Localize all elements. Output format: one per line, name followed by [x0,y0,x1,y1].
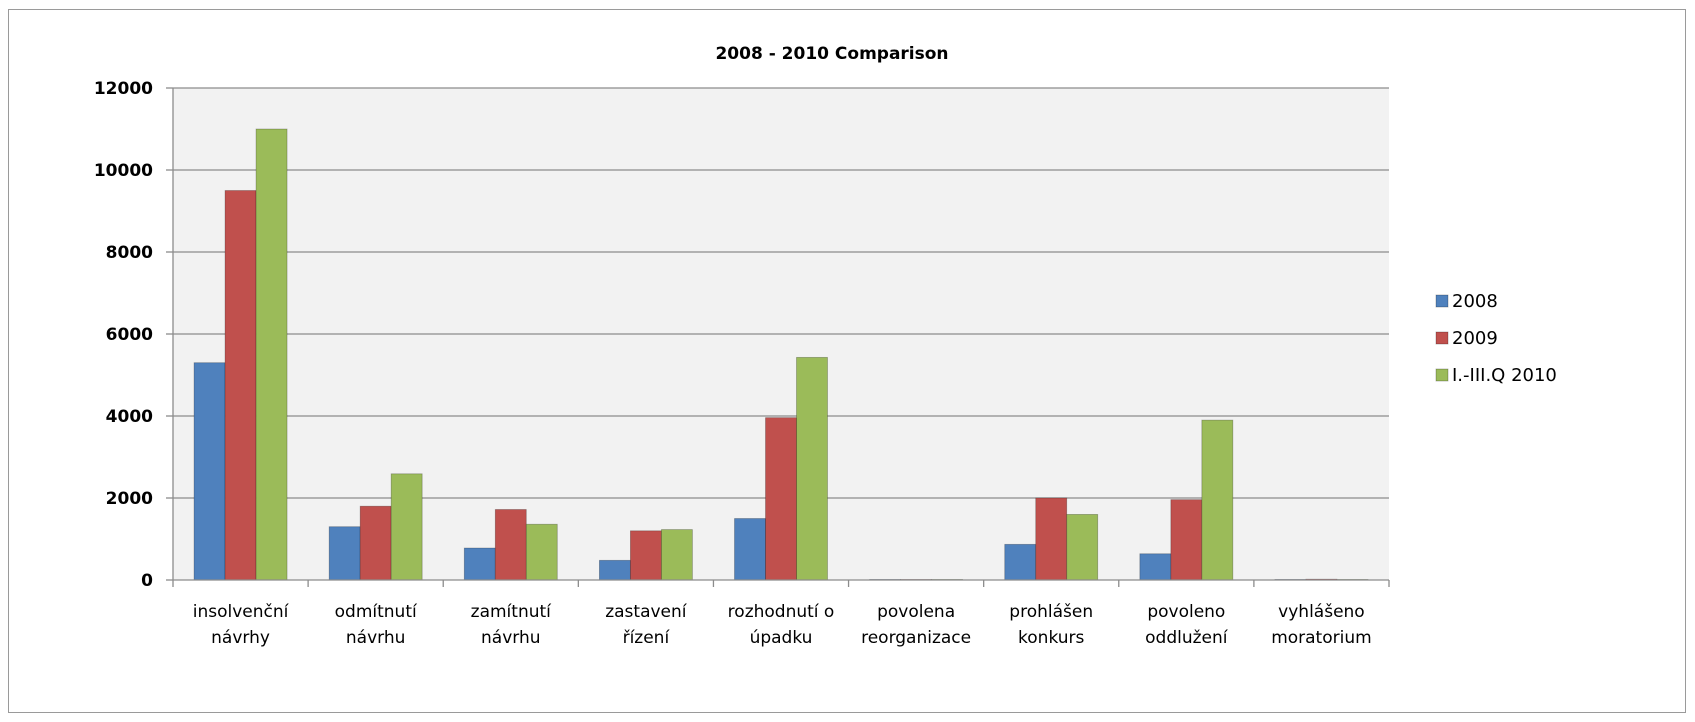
bar-2009 [765,417,797,581]
bars [193,128,1369,581]
legend-swatch [1435,294,1449,308]
x-category-label: zamítnutí [471,602,553,622]
x-category-label: povolena [877,602,955,622]
bar-i-iii-q-2010 [660,529,693,581]
bar-2008 [328,526,361,581]
y-tick-label: 12000 [94,79,153,99]
bar-2008 [463,547,496,581]
bar-2008 [734,518,766,581]
legend-label: I.-III.Q 2010 [1452,365,1557,386]
bar-2008 [1139,553,1172,581]
bar-2009 [629,530,662,581]
bar-2008 [193,362,226,581]
x-category-label: rozhodnutí o [728,602,835,622]
x-category-label: návrhu [481,628,541,648]
x-category-label: oddlužení [1145,628,1229,648]
bar-2009 [224,190,257,581]
y-tick-label: 2000 [106,489,153,509]
legend: 2008 2009 I.-III.Q 2010 [1435,291,1557,386]
x-category-label: moratorium [1271,628,1371,648]
x-category-label: prohlášen [1009,602,1093,622]
bar-i-iii-q-2010 [390,473,423,581]
y-tick-label: 0 [141,571,153,591]
x-category-label: insolvenční [193,602,290,622]
y-tick-label: 8000 [106,243,153,263]
bar-2009 [494,509,527,581]
x-axis-category-labels: insolvenční návrhy odmítnutí návrhu zamítnut… [193,602,1372,648]
bar-i-iii-q-2010 [1201,419,1234,581]
bar-2009 [1170,499,1203,581]
bar-2009 [359,505,392,581]
x-category-label: reorganizace [861,628,971,648]
x-category-label: návrhu [346,628,406,648]
x-category-label: zastavení [605,602,688,622]
bar-i-iii-q-2010 [796,356,828,581]
bar-i-iii-q-2010 [255,128,288,581]
x-category-label: vyhlášeno [1278,602,1365,622]
bar-i-iii-q-2010 [525,523,558,581]
x-category-label: konkurs [1018,628,1084,648]
bar-2009 [1035,497,1068,581]
legend-swatch [1435,331,1449,345]
x-category-label: návrhy [211,628,270,648]
x-category-label: řízení [623,628,671,648]
chart-title: 2008 - 2010 Comparison [715,44,948,64]
legend-label: 2008 [1452,291,1498,312]
axes [172,88,1390,587]
legend-swatch [1435,368,1449,382]
x-category-label: úpadku [750,628,813,648]
x-category-label: povoleno [1147,602,1225,622]
bar-i-iii-q-2010 [1066,514,1099,581]
y-tick-label: 6000 [106,325,153,345]
y-axis-tick-labels: 0 2000 4000 6000 8000 10000 12000 [94,79,153,591]
bar-2008 [598,559,631,581]
y-tick-label: 10000 [94,161,153,181]
x-category-label: odmítnutí [335,602,418,622]
legend-label: 2009 [1452,328,1498,349]
y-tick-label: 4000 [106,407,153,427]
bar-2008 [1004,543,1037,581]
